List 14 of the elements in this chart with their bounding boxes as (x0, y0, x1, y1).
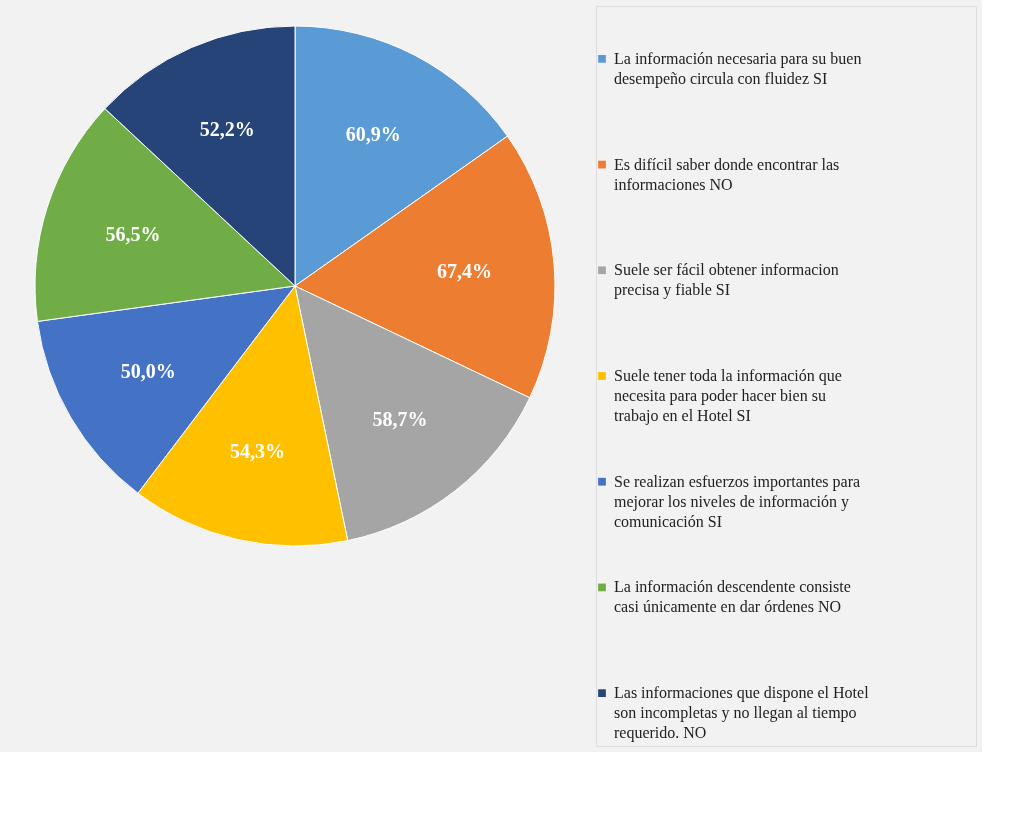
data-label: 52,2% (199, 118, 255, 141)
data-label: 58,7% (372, 407, 428, 430)
legend-label: Suele tener toda la información que necesita para poder hacer bien su trabajo en el Hotel SI (614, 367, 842, 425)
legend-label: Las informaciones que dispone el Hotel son incompletas y no llegan al tiempo requerido. NO (614, 684, 870, 743)
legend-label: Es difícil saber donde encontrar las informaciones NO (614, 155, 840, 193)
data-label: 60,9% (345, 123, 401, 146)
data-label: 67,4% (436, 259, 492, 282)
data-label: 54,3% (230, 439, 286, 462)
legend-label: La información necesaria para su buen desempeño circula con fluidez SI (614, 49, 862, 88)
legend-label: Se realizan esfuerzos importantes para mejorar los niveles de información y comunicación SI (614, 472, 861, 530)
legend-label: La información descendente consiste casi únicamente en dar órdenes NO (614, 578, 851, 616)
data-label: 56,5% (105, 222, 161, 245)
legend-label: Suele ser fácil obtener informacion precisa y fiable SI (614, 261, 839, 300)
data-label: 50,0% (120, 359, 176, 382)
